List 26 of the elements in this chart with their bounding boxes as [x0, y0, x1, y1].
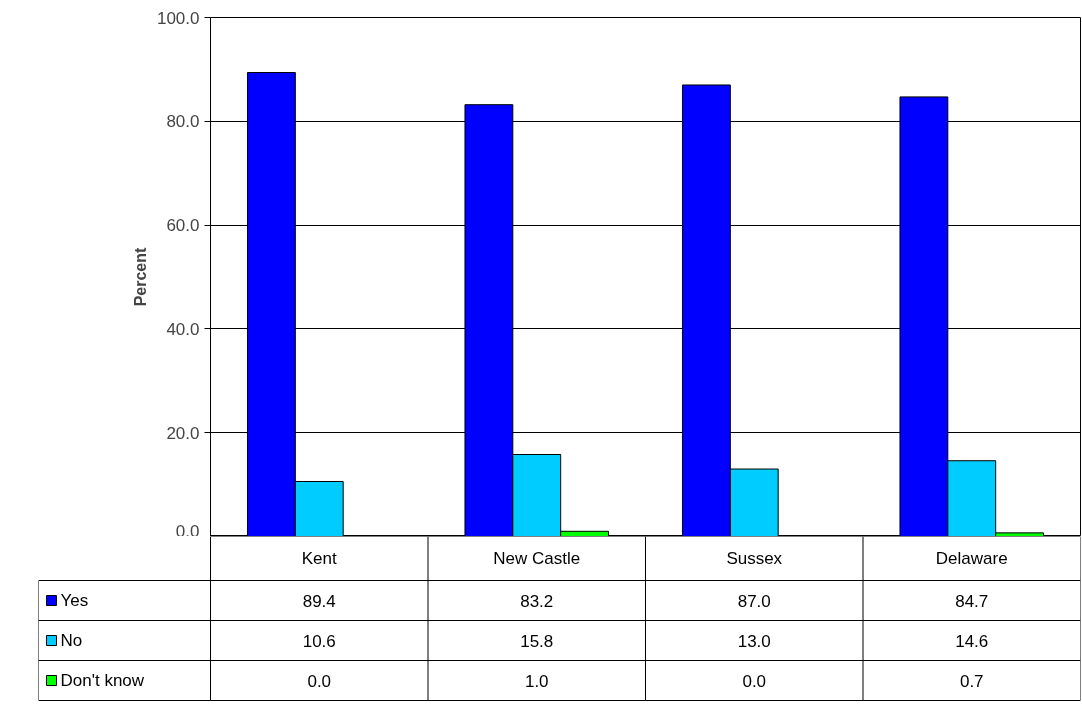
data-label: 84.7	[955, 591, 989, 611]
data-label: 10.6	[302, 631, 336, 651]
data-label: 87.0	[737, 591, 771, 611]
y-tick-label: 0.0	[175, 521, 200, 541]
data-label: 0.0	[742, 671, 767, 691]
data-label: 14.6	[955, 631, 989, 651]
x-tick-label: Delaware	[935, 549, 1008, 568]
y-axis-title: Percent	[131, 246, 149, 307]
x-tick-label: Kent	[301, 549, 338, 568]
legend-label: Don't know	[60, 671, 145, 690]
y-tick-label: 20.0	[166, 423, 200, 443]
data-label: 83.2	[520, 591, 554, 611]
y-tick-label: 100.0	[156, 8, 200, 28]
x-tick-label: New Castle	[493, 549, 581, 568]
legend-label: No	[60, 631, 83, 650]
data-label: 13.0	[737, 631, 771, 651]
data-label: 89.4	[302, 591, 336, 611]
y-tick-label: 40.0	[166, 319, 200, 339]
data-label: 15.8	[520, 631, 554, 651]
data-label: 0.0	[307, 671, 332, 691]
data-label: 1.0	[524, 671, 549, 691]
y-tick-label: 60.0	[166, 216, 200, 236]
y-tick-label: 80.0	[166, 112, 200, 132]
x-tick-label: Sussex	[726, 549, 783, 568]
data-label: 0.7	[959, 671, 984, 691]
legend-label: Yes	[60, 591, 89, 610]
